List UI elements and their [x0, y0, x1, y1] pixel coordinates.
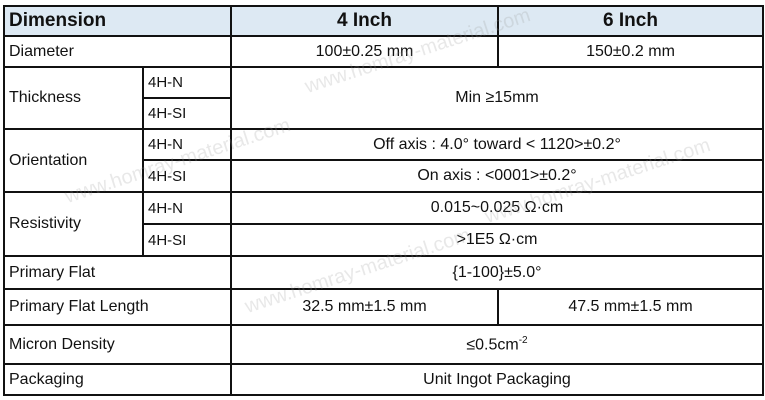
row-label: Packaging: [3, 363, 232, 396]
table-row: 4H-SI >1E5 Ω·cm: [4, 223, 764, 257]
cell: 32.5 mm±1.5 mm: [230, 288, 499, 326]
table-row: Diameter 100±0.25 mm 150±0.2 mm: [3, 35, 764, 68]
header-4-inch: 4 Inch: [230, 5, 499, 37]
row-label: Micron Density: [3, 324, 232, 365]
table-row: Primary Flat Length 32.5 mm±1.5 mm 47.5 …: [3, 288, 764, 326]
sub-label: 4H-N: [142, 66, 232, 99]
sub-label: 4H-N: [142, 128, 232, 161]
table-row: Micron Density ≤0.5cm-2: [3, 324, 764, 365]
cell: 150±0.2 mm: [497, 35, 764, 68]
header-row: Dimension 4 Inch 6 Inch: [3, 5, 764, 37]
row-label: Thickness: [3, 66, 144, 130]
micron-density-value: ≤0.5cm: [466, 336, 519, 354]
sub-label: 4H-SI: [142, 223, 232, 257]
sub-label: 4H-SI: [142, 159, 232, 193]
row-label: Resistivity: [3, 191, 144, 257]
row-label: Primary Flat Length: [3, 288, 232, 326]
header-dimension: Dimension: [3, 5, 232, 37]
table-row: Thickness 4H-N Min ≥15mm: [3, 66, 764, 130]
cell: Min ≥15mm: [230, 66, 764, 130]
table-row: Resistivity 4H-N 0.015~0.025 Ω·cm: [3, 191, 764, 257]
row-label: Diameter: [3, 35, 232, 68]
specification-table: Dimension 4 Inch 6 Inch Diameter 100±0.2…: [3, 5, 764, 396]
cell: Off axis : 4.0° toward < 1120>±0.2°: [230, 128, 764, 161]
cell: >1E5 Ω·cm: [230, 223, 764, 257]
cell: 0.015~0.025 Ω·cm: [230, 191, 764, 225]
cell: ≤0.5cm-2: [230, 324, 764, 365]
row-label: Orientation: [3, 128, 144, 193]
table-row: 4H-SI: [4, 97, 763, 130]
sub-label: 4H-N: [142, 191, 232, 225]
exponent: -2: [518, 334, 528, 346]
row-label: Primary Flat: [3, 255, 232, 290]
table-row: Packaging Unit Ingot Packaging: [3, 363, 764, 396]
header-6-inch: 6 Inch: [497, 5, 764, 37]
table-row: 4H-SI On axis : <0001>±0.2°: [4, 159, 764, 193]
cell: 47.5 mm±1.5 mm: [497, 288, 764, 326]
cell: {1-100}±5.0°: [230, 255, 764, 290]
table-row: Orientation 4H-N Off axis : 4.0° toward …: [3, 128, 764, 193]
cell: 100±0.25 mm: [230, 35, 499, 68]
sub-label: 4H-SI: [142, 97, 232, 130]
table-row: Primary Flat {1-100}±5.0°: [3, 255, 764, 290]
cell: On axis : <0001>±0.2°: [230, 159, 764, 193]
cell: Unit Ingot Packaging: [230, 363, 764, 396]
